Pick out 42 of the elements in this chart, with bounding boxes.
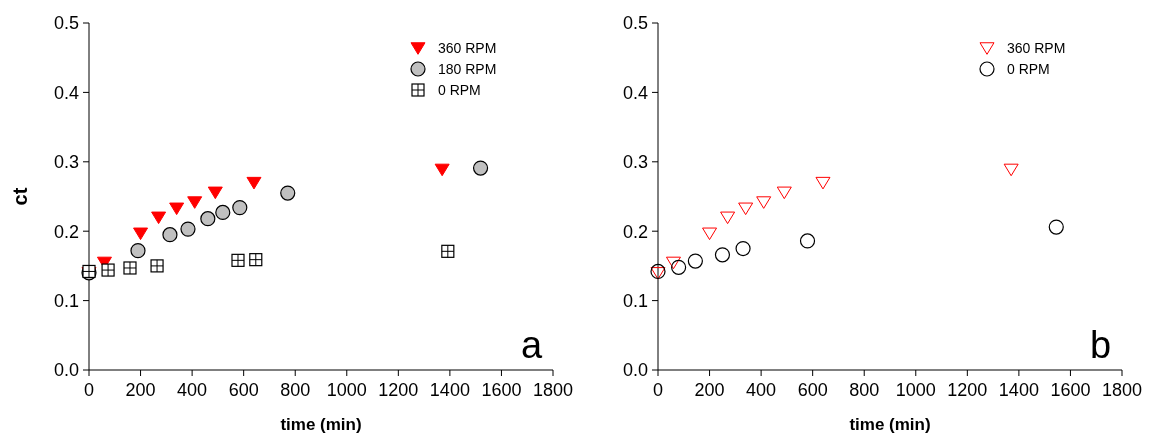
x-tick-label: 600 bbox=[797, 380, 828, 400]
x-tick-label: 200 bbox=[125, 380, 156, 400]
x-tick-label: 400 bbox=[746, 380, 777, 400]
x-tick-label: 1400 bbox=[998, 380, 1039, 400]
y-tick-label: 0.1 bbox=[622, 290, 648, 311]
y-tick-label: 0.2 bbox=[622, 221, 648, 242]
y-tick-label: 0.0 bbox=[53, 360, 79, 381]
legend-label: 0 RPM bbox=[1007, 60, 1050, 77]
x-tick-label: 1600 bbox=[481, 380, 522, 400]
x-tick-label: 800 bbox=[280, 380, 311, 400]
x-tick-label: 1600 bbox=[1050, 380, 1091, 400]
x-tick-label: 0 bbox=[652, 380, 664, 400]
y-tick-label: 0.4 bbox=[53, 82, 79, 103]
annotation: b bbox=[1090, 324, 1112, 366]
y-tick-label: 0.4 bbox=[622, 82, 648, 103]
annotation: a bbox=[521, 324, 543, 366]
x-tick-label: 400 bbox=[177, 380, 208, 400]
legend-label: 360 RPM bbox=[438, 39, 497, 56]
x-tick-label: 0 bbox=[83, 380, 95, 400]
y-tick-label: 0.0 bbox=[622, 360, 648, 381]
x-tick-label: 1000 bbox=[895, 380, 936, 400]
x-tick-label: 600 bbox=[228, 380, 259, 400]
y-tick-label: 0.3 bbox=[53, 152, 79, 173]
y-tick-label: 0.1 bbox=[53, 290, 79, 311]
y-tick-label: 0.3 bbox=[622, 152, 648, 173]
y-tick-label: 0.2 bbox=[53, 221, 79, 242]
x-tick-label: 1200 bbox=[378, 380, 419, 400]
x-tick-label: 1400 bbox=[429, 380, 470, 400]
x-tick-label: 200 bbox=[694, 380, 725, 400]
x-axis-title: time (min) bbox=[280, 415, 362, 434]
x-tick-label: 1800 bbox=[1101, 380, 1143, 400]
y-axis-title: ct bbox=[9, 187, 31, 206]
y-tick-label: 0.5 bbox=[622, 13, 648, 34]
legend-label: 360 RPM bbox=[1007, 39, 1066, 56]
legend-label: 180 RPM bbox=[438, 60, 497, 77]
legend-label: 0 RPM bbox=[438, 81, 481, 98]
x-tick-label: 1800 bbox=[532, 380, 574, 400]
x-tick-label: 800 bbox=[849, 380, 880, 400]
x-tick-label: 1000 bbox=[326, 380, 367, 400]
x-axis-title: time (min) bbox=[849, 415, 931, 434]
x-tick-label: 1200 bbox=[947, 380, 988, 400]
y-tick-label: 0.5 bbox=[53, 13, 79, 34]
